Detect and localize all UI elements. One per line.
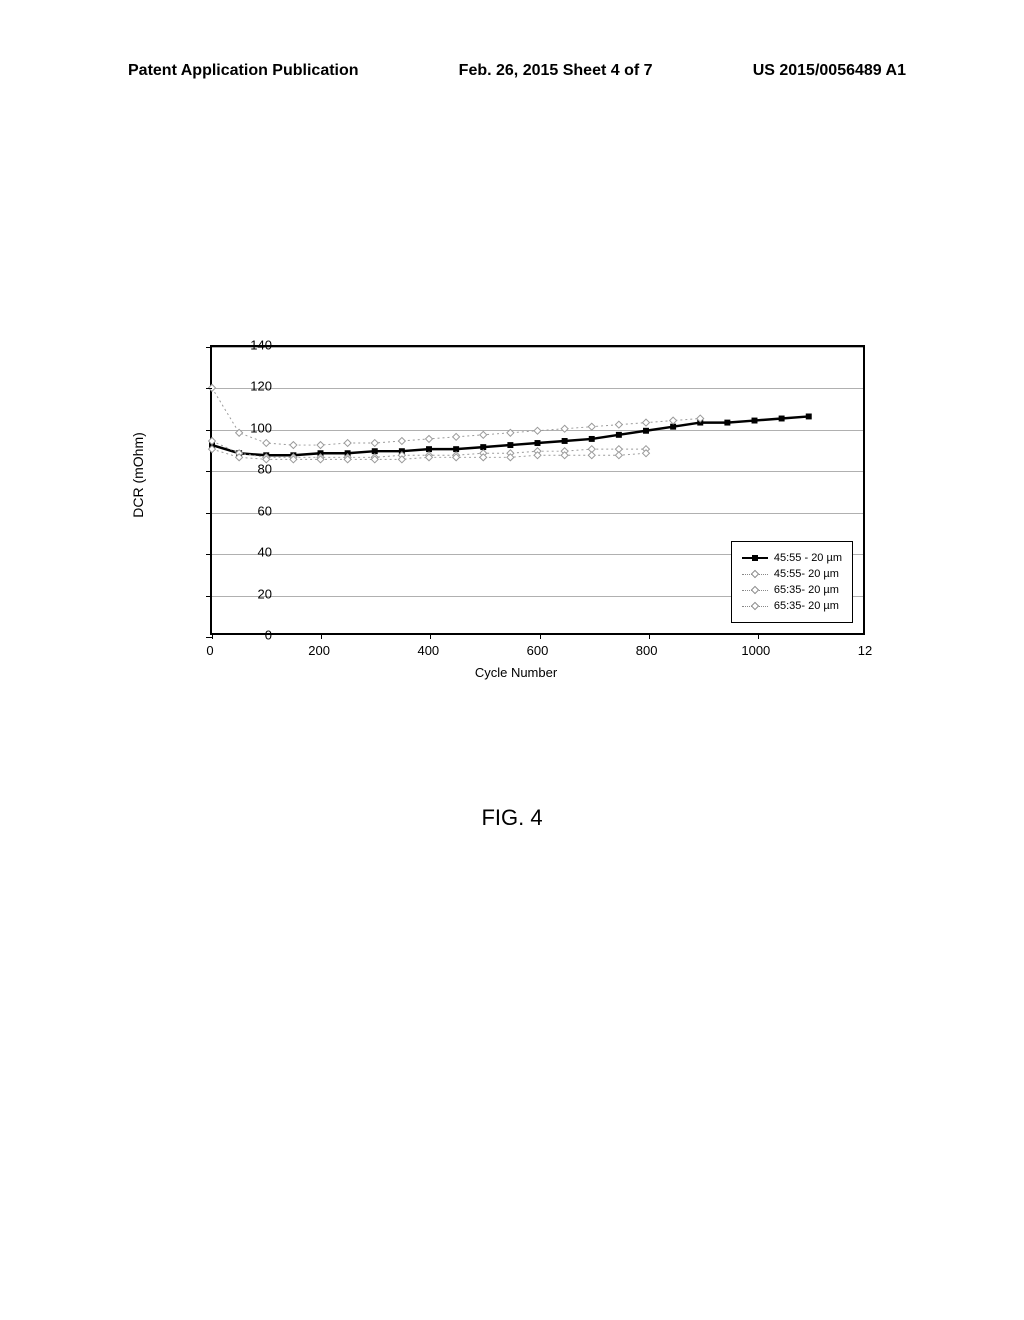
series-marker — [535, 440, 541, 446]
series-marker — [752, 418, 758, 424]
series-marker — [615, 421, 622, 428]
y-tick-label: 20 — [232, 586, 272, 601]
series-marker — [615, 452, 622, 459]
series-marker — [670, 417, 677, 424]
x-tick-label: 1000 — [741, 643, 770, 658]
series-marker — [616, 432, 622, 438]
legend-swatch — [742, 569, 768, 579]
x-tick-label: 0 — [206, 643, 213, 658]
legend-swatch — [742, 553, 768, 563]
y-tick-label: 60 — [232, 503, 272, 518]
header-center: Feb. 26, 2015 Sheet 4 of 7 — [459, 62, 653, 80]
plot-area: 45:55 - 20 µm 45:55- 20 µm 65:35- 20 µm 65:… — [210, 345, 865, 635]
x-tick — [430, 633, 431, 639]
y-axis-label: DCR (mOhm) — [130, 432, 146, 518]
y-tick — [206, 388, 212, 389]
series-marker — [263, 440, 270, 447]
series-marker — [724, 420, 730, 426]
y-tick — [206, 513, 212, 514]
dcr-chart: DCR (mOhm) 45:55 - 20 µm45:55- 20 µm65:3… — [155, 335, 877, 675]
legend-label: 45:55- 20 µm — [774, 568, 839, 580]
legend-item: 45:55 - 20 µm — [742, 552, 842, 564]
x-tick — [321, 633, 322, 639]
series-marker — [344, 440, 351, 447]
x-tick — [758, 633, 759, 639]
series-marker — [643, 419, 650, 426]
header-right: US 2015/0056489 A1 — [753, 62, 906, 80]
legend-label: 65:35- 20 µm — [774, 600, 839, 612]
x-tick-label: 200 — [308, 643, 330, 658]
y-tick-label: 140 — [232, 338, 272, 353]
legend-label: 45:55 - 20 µm — [774, 552, 842, 564]
figure-caption: FIG. 4 — [481, 805, 542, 831]
y-tick — [206, 430, 212, 431]
series-marker — [317, 442, 324, 449]
x-tick-label: 600 — [527, 643, 549, 658]
chart-legend: 45:55 - 20 µm 45:55- 20 µm 65:35- 20 µm 65:… — [731, 541, 853, 623]
series-marker — [398, 438, 405, 445]
x-tick — [212, 633, 213, 639]
series-marker — [426, 435, 433, 442]
y-tick — [206, 596, 212, 597]
x-axis-label: Cycle Number — [475, 665, 557, 680]
x-tick-label: 400 — [417, 643, 439, 658]
series-marker — [371, 440, 378, 447]
legend-swatch — [742, 601, 768, 611]
legend-item: 65:35- 20 µm — [742, 584, 842, 596]
x-tick-label: 800 — [636, 643, 658, 658]
x-tick-label: 12 — [858, 643, 872, 658]
legend-item: 65:35- 20 µm — [742, 600, 842, 612]
series-marker — [480, 431, 487, 438]
series-marker — [290, 442, 297, 449]
series-marker — [561, 425, 568, 432]
series-marker — [534, 427, 541, 434]
series-marker — [779, 416, 785, 422]
y-tick-label: 0 — [232, 628, 272, 643]
legend-item: 45:55- 20 µm — [742, 568, 842, 580]
series-marker — [588, 423, 595, 430]
x-tick — [540, 633, 541, 639]
series-marker — [806, 413, 812, 419]
series-marker — [588, 452, 595, 459]
legend-label: 65:35- 20 µm — [774, 584, 839, 596]
x-tick — [649, 633, 650, 639]
series-marker — [562, 438, 568, 444]
series-marker — [507, 442, 513, 448]
y-tick — [206, 554, 212, 555]
y-tick — [206, 347, 212, 348]
y-tick — [206, 471, 212, 472]
series-marker — [453, 433, 460, 440]
series-marker — [589, 436, 595, 442]
y-tick-label: 80 — [232, 462, 272, 477]
y-tick-label: 40 — [232, 545, 272, 560]
header-left: Patent Application Publication — [128, 62, 359, 80]
legend-swatch — [742, 585, 768, 595]
y-tick-label: 120 — [232, 379, 272, 394]
patent-header: Patent Application Publication Feb. 26, … — [0, 62, 1024, 80]
series-marker — [643, 428, 649, 434]
y-tick-label: 100 — [232, 420, 272, 435]
series-marker — [507, 429, 514, 436]
